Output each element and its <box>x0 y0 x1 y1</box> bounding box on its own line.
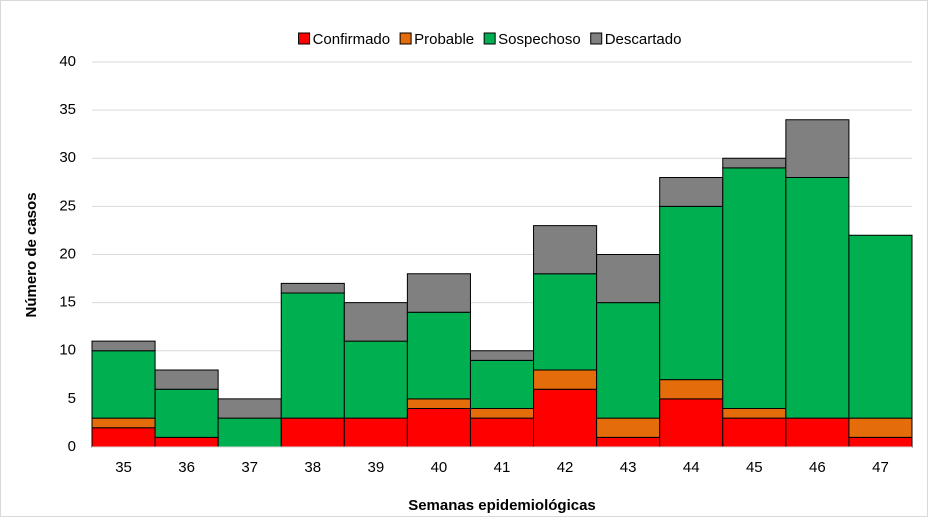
bar-segment <box>848 234 913 419</box>
bar-segment <box>533 273 598 371</box>
x-tick-label: 38 <box>304 459 321 476</box>
bar-segment <box>533 225 598 275</box>
bar-segment <box>785 417 850 448</box>
bar-segment <box>406 273 471 313</box>
bar-segment <box>91 417 156 429</box>
bar-segment <box>596 417 661 438</box>
y-tick-label: 5 <box>68 390 76 407</box>
x-axis-title: Semanas epidemiológicas <box>408 497 596 514</box>
bar-segment <box>722 417 787 448</box>
bar-segment <box>785 177 850 419</box>
bar-segment <box>596 254 661 304</box>
x-tick-label: 44 <box>683 459 700 476</box>
y-tick-label: 15 <box>59 294 76 311</box>
bar-segment <box>596 302 661 419</box>
bar-segment <box>406 311 471 400</box>
legend-swatch <box>483 32 496 45</box>
bar-segment <box>154 436 219 448</box>
legend-label: Confirmado <box>313 31 391 48</box>
bar-segment <box>722 167 787 409</box>
bar-segment <box>533 369 598 390</box>
bar-segment <box>343 417 408 448</box>
bar-segment <box>659 177 724 207</box>
bar-segment <box>659 205 724 381</box>
x-tick-label: 39 <box>368 459 385 476</box>
x-tick-label: 45 <box>746 459 763 476</box>
x-tick-label: 37 <box>241 459 258 476</box>
legend-swatch <box>399 32 412 45</box>
bar-segment <box>785 119 850 178</box>
bar-segment <box>533 388 598 448</box>
bar-segment <box>91 427 156 448</box>
y-tick-label: 25 <box>59 197 76 214</box>
x-tick-label: 42 <box>557 459 574 476</box>
x-tick-label: 43 <box>620 459 637 476</box>
bar-segment <box>280 282 345 294</box>
y-tick-label: 30 <box>59 149 76 166</box>
y-axis-title: Número de casos <box>23 192 40 317</box>
bar-segment <box>596 436 661 448</box>
bar-segment <box>343 302 408 342</box>
bar-segment <box>722 408 787 419</box>
y-tick-label: 20 <box>59 245 76 262</box>
bar-segment <box>659 379 724 400</box>
bar-segment <box>848 436 913 448</box>
legend-label: Descartado <box>605 31 682 48</box>
bar-segment <box>469 408 535 419</box>
x-tick-label: 47 <box>872 459 889 476</box>
x-tick-label: 41 <box>494 459 511 476</box>
bar-segment <box>848 417 913 438</box>
bar-segment <box>659 398 724 448</box>
legend-label: Probable <box>414 31 474 48</box>
bar-segment <box>406 398 471 409</box>
x-tick-label: 35 <box>115 459 132 476</box>
legend-swatch <box>298 32 311 45</box>
y-tick-label: 0 <box>68 438 76 455</box>
y-tick-label: 35 <box>59 101 76 118</box>
bar-segment <box>91 340 156 352</box>
x-tick-label: 36 <box>178 459 195 476</box>
bar-segment <box>217 417 282 448</box>
bar-segment <box>406 408 471 448</box>
bar-segment <box>469 359 535 409</box>
bar-segment <box>91 350 156 419</box>
x-tick-label: 46 <box>809 459 826 476</box>
legend-label: Sospechoso <box>498 31 581 48</box>
bar-segment <box>343 340 408 419</box>
bar-segment <box>469 350 535 361</box>
bar-segment <box>154 369 219 390</box>
x-tick-label: 40 <box>431 459 448 476</box>
y-tick-label: 10 <box>59 342 76 359</box>
bar-segment <box>722 157 787 169</box>
bar-segment <box>280 292 345 419</box>
bar-segment <box>217 398 282 419</box>
bar-segment <box>154 388 219 438</box>
bar-segment <box>280 417 345 448</box>
y-tick-label: 40 <box>59 53 76 70</box>
legend-swatch <box>590 32 603 45</box>
bar-segment <box>469 417 535 448</box>
